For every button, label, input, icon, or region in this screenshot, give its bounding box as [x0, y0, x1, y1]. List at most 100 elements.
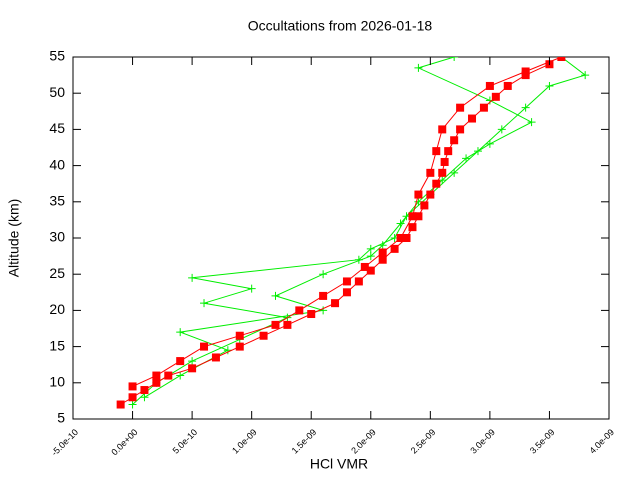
point: [521, 103, 530, 112]
point: [116, 400, 125, 409]
point: [319, 306, 328, 315]
series-line: [144, 57, 533, 398]
x-tick-label: 3.5e-09: [528, 427, 557, 456]
point: [283, 320, 292, 329]
point: [426, 190, 435, 199]
point: [503, 81, 512, 90]
point: [259, 331, 268, 340]
point: [390, 244, 399, 253]
point: [271, 320, 280, 329]
y-tick-label: 55: [49, 48, 65, 64]
point: [188, 357, 197, 366]
point: [319, 291, 328, 300]
point: [408, 223, 417, 232]
point: [527, 118, 536, 127]
y-tick-label: 45: [49, 120, 65, 136]
point: [468, 114, 477, 123]
point: [581, 71, 590, 80]
point: [396, 234, 405, 242]
x-tick-label: 1.0e-09: [230, 427, 259, 456]
y-tick-label: 15: [49, 337, 65, 353]
point: [479, 103, 488, 112]
point: [378, 248, 387, 257]
point: [450, 168, 459, 177]
plot-frame: [72, 56, 610, 420]
x-tick-label: 4.0e-09: [587, 427, 616, 456]
series-line: [120, 63, 550, 405]
point: [521, 67, 530, 76]
point: [456, 125, 465, 134]
point: [235, 331, 244, 340]
point: [462, 154, 471, 163]
point: [354, 277, 363, 286]
point: [295, 306, 304, 315]
x-tick-label: 0.0e+00: [109, 427, 139, 457]
point: [545, 81, 554, 90]
point: [485, 139, 494, 148]
series-line: [132, 57, 587, 405]
point: [128, 400, 137, 409]
point: [211, 353, 220, 362]
point: [188, 273, 197, 282]
point: [414, 212, 423, 221]
point: [176, 357, 185, 366]
point: [247, 284, 256, 293]
point: [319, 270, 328, 279]
point: [140, 386, 149, 395]
point: [360, 262, 369, 271]
point: [557, 57, 566, 61]
point: [128, 393, 137, 402]
point: [438, 168, 447, 177]
point: [342, 288, 351, 297]
point: [342, 277, 351, 286]
x-tick-label: 2.5e-09: [409, 427, 438, 456]
x-tick-label: 3.0e-09: [468, 427, 497, 456]
y-tick-label: 40: [49, 156, 65, 172]
point: [307, 310, 316, 319]
point: [366, 244, 375, 253]
y-tick-label: 10: [49, 374, 65, 390]
point: [128, 382, 137, 391]
x-axis-label: HCl VMR: [310, 456, 368, 472]
point: [444, 147, 453, 156]
point: [432, 179, 441, 188]
point: [491, 92, 500, 101]
point: [366, 266, 375, 275]
y-tick-label: 30: [49, 229, 65, 245]
y-tick-label: 50: [49, 84, 65, 100]
chart-title: Occultations from 2026-01-18: [248, 18, 433, 34]
point: [176, 328, 185, 337]
y-axis-label: Altitude (km): [6, 199, 22, 278]
point: [188, 364, 197, 373]
point: [223, 346, 232, 355]
point: [438, 125, 447, 134]
point: [378, 255, 387, 264]
point: [200, 342, 209, 351]
point: [176, 371, 185, 380]
point: [420, 201, 429, 210]
point: [152, 378, 161, 387]
y-tick-label: 20: [49, 301, 65, 317]
series-line: [132, 57, 562, 387]
point: [414, 63, 423, 72]
point: [440, 157, 449, 166]
point: [414, 190, 423, 199]
y-tick-label: 5: [57, 410, 65, 426]
point: [331, 299, 340, 308]
point: [426, 168, 435, 177]
point: [200, 299, 209, 308]
point: [497, 125, 506, 134]
point: [450, 136, 459, 145]
point: [271, 291, 280, 300]
point: [396, 219, 405, 228]
x-tick-label: 5.0e-10: [171, 427, 200, 456]
point: [402, 234, 411, 242]
x-tick-label: 2.0e-09: [349, 427, 378, 456]
y-tick-label: 35: [49, 193, 65, 209]
point: [456, 103, 465, 112]
x-tick-label: -5.0e-10: [49, 427, 80, 458]
y-tick-label: 25: [49, 265, 65, 281]
point: [378, 241, 387, 250]
point: [235, 342, 244, 351]
